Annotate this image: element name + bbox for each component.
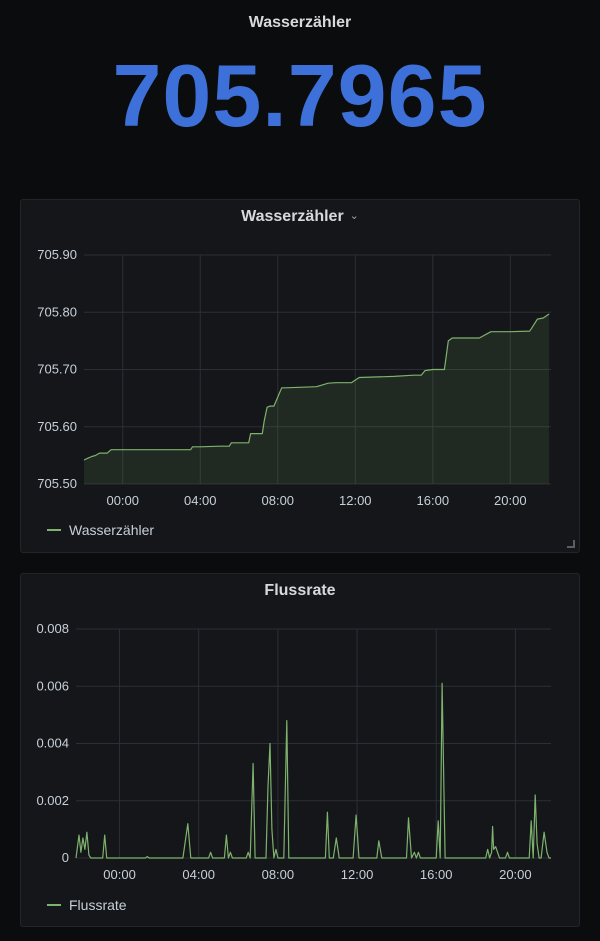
legend-item-wasserzaehler[interactable]: Wasserzähler [47,522,154,538]
y-tick-label: 0.008 [36,621,69,636]
x-tick-label: 20:00 [499,867,532,882]
chart-flussrate[interactable]: 0 0.002 0.004 0.006 0.008 00:00 04:00 08:00 12:0… [21,574,581,928]
legend-swatch [47,904,61,906]
x-tick-label: 16:00 [420,867,453,882]
chart-wasserzaehler[interactable]: 705.50 705.60 705.70 705.80 705.90 00:00 04:00… [21,200,581,554]
x-tick-label: 04:00 [184,493,217,508]
panel-title-text: Wasserzähler [241,208,344,225]
stat-value: 705.7965 [112,46,488,145]
x-tick-label: 08:00 [262,867,295,882]
y-tick-label: 705.60 [37,419,77,434]
x-tick-label: 00:00 [103,867,136,882]
series-line [83,313,550,461]
x-tick-label: 08:00 [262,493,295,508]
y-tick-label: 0.002 [36,793,69,808]
x-tick-label: 20:00 [494,493,527,508]
panel-title-flussrate[interactable]: Flussrate [21,582,579,600]
x-tick-label: 00:00 [106,493,139,508]
x-tick-label: 12:00 [339,493,372,508]
panel-wasserzaehler: Wasserzähler ⌄ 705.50 705.60 705.70 705.80 70… [20,199,580,553]
legend-label: Flussrate [69,897,127,913]
legend-swatch [47,529,61,531]
y-tick-label: 0.006 [36,678,69,693]
y-tick-label: 0.004 [36,736,69,751]
y-tick-label: 705.50 [37,476,77,491]
y-tick-label: 705.70 [37,362,77,377]
panel-flussrate: Flussrate 0 0.002 0.004 0.006 0.008 00:00 04:0… [20,573,580,927]
y-tick-label: 705.90 [37,247,77,262]
series-line [75,682,551,859]
x-tick-label: 16:00 [417,493,450,508]
legend-label: Wasserzähler [69,522,155,538]
panel-title-wasserzaehler[interactable]: Wasserzähler ⌄ [21,208,579,226]
legend-item-flussrate[interactable]: Flussrate [47,897,127,913]
resize-handle[interactable] [567,540,575,548]
y-tick-label: 0 [62,850,69,865]
chevron-down-icon[interactable]: ⌄ [349,210,359,222]
x-tick-label: 04:00 [182,867,215,882]
panel-title-text: Flussrate [264,582,336,599]
stat-panel: Wasserzähler 705.7965 [0,0,600,190]
series-area [84,314,550,484]
stat-title: Wasserzähler [248,14,352,31]
y-tick-label: 705.80 [37,304,77,319]
x-tick-label: 12:00 [341,867,374,882]
